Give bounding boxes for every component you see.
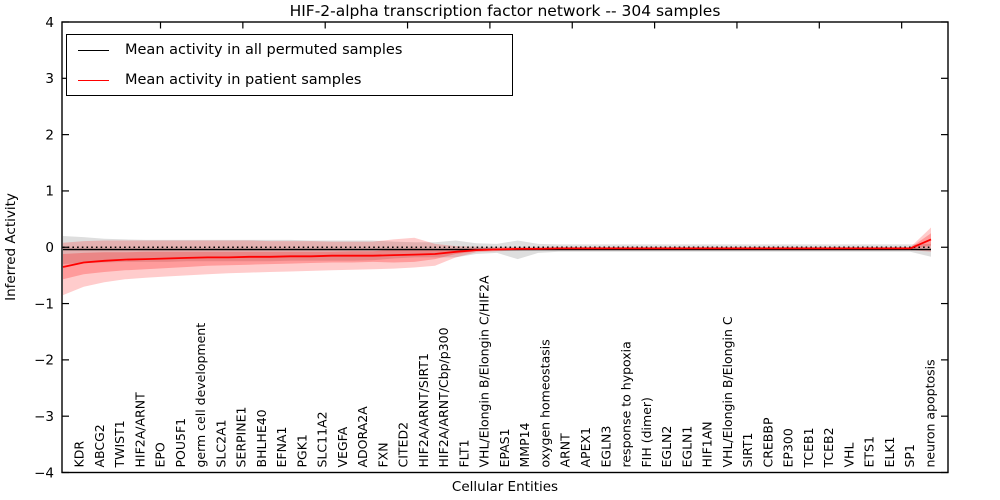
x-tick-label-hif2a-arnt: HIF2A/ARNT (132, 392, 147, 468)
x-tick-label-tceb1: TCEB1 (801, 427, 816, 468)
x-tick-label-response-to-hypoxia: response to hypoxia (619, 341, 634, 467)
x-tick-label-arnt: ARNT (558, 433, 573, 468)
x-tick-label-abcg2: ABCG2 (92, 424, 107, 467)
legend: Mean activity in all permuted samples Me… (66, 34, 513, 96)
y-tick-label-4: 4 (45, 15, 54, 31)
x-tick-label-germ-cell-development: germ cell development (193, 323, 208, 468)
x-tick-label-elk1: ELK1 (882, 436, 897, 467)
y-tick-label--3: −3 (34, 409, 54, 425)
x-tick-label-flt1: FLT1 (456, 439, 471, 467)
x-tick-label-hif2a-arnt-sirt1: HIF2A/ARNT/SIRT1 (416, 353, 431, 467)
y-tick-label-0: 0 (45, 240, 54, 256)
y-tick-label--1: −1 (34, 296, 54, 312)
y-tick-label--2: −2 (34, 353, 54, 369)
x-tick-label-sp1: SP1 (902, 444, 917, 467)
y-tick-label-3: 3 (45, 71, 54, 87)
x-tick-label-slc2a1: SLC2A1 (213, 419, 228, 467)
patient-samples-inner-band (63, 233, 931, 280)
x-tick-label-slc11a2: SLC11A2 (315, 411, 330, 467)
patient-mean-line (62, 238, 932, 268)
x-tick-label-fih-dimer-: FIH (dimer) (639, 397, 654, 467)
x-tick-label-twist1: TWIST1 (112, 420, 127, 468)
x-tick-label-crebbp: CREBBP (760, 417, 775, 467)
x-tick-label-vhl-elongin-b-elongin-c-hif2a: VHL/Elongin B/Elongin C/HIF2A (477, 275, 492, 468)
x-tick-label-vhl-elongin-b-elongin-c: VHL/Elongin B/Elongin C (720, 316, 735, 467)
x-tick-label-epo: EPO (153, 442, 168, 467)
legend-label-patient: Mean activity in patient samples (125, 72, 362, 88)
x-tick-label-egln2: EGLN2 (659, 426, 674, 468)
x-tick-label-pgk1: PGK1 (294, 434, 309, 467)
x-tick-label-apex1: APEX1 (578, 427, 593, 468)
patient-samples-outer-band (63, 227, 931, 296)
x-tick-label-neuron-apoptosis: neuron apoptosis (922, 359, 937, 467)
x-tick-label-epas1: EPAS1 (497, 428, 512, 467)
x-tick-label-kdr: KDR (72, 441, 87, 468)
x-tick-label-fxn: FXN (375, 442, 390, 467)
y-tick-label--4: −4 (34, 465, 54, 481)
x-tick-label-oxygen-homeostasis: oxygen homeostasis (537, 339, 552, 467)
x-tick-label-vegfa: VEGFA (335, 426, 350, 467)
x-tick-label-cited2: CITED2 (396, 422, 411, 468)
x-tick-label-vhl: VHL (841, 443, 856, 468)
x-tick-label-ep300: EP300 (781, 428, 796, 467)
legend-entry-permuted: Mean activity in all permuted samples (67, 35, 512, 65)
x-tick-label-bhlhe40: BHLHE40 (254, 409, 269, 467)
x-tick-label-efna1: EFNA1 (274, 427, 289, 468)
x-tick-label-serpine1: SERPINE1 (234, 407, 249, 468)
legend-label-permuted: Mean activity in all permuted samples (125, 42, 403, 58)
x-tick-label-hif1an: HIF1AN (700, 421, 715, 467)
x-tick-label-mmp14: MMP14 (517, 422, 532, 467)
x-tick-label-egln1: EGLN1 (679, 426, 694, 468)
legend-black-line-swatch (78, 49, 109, 51)
y-tick-label-1: 1 (45, 184, 54, 200)
x-tick-label-egln3: EGLN3 (598, 426, 613, 468)
x-tick-label-pou5f1: POU5F1 (173, 418, 188, 468)
x-tick-label-adora2a: ADORA2A (355, 406, 370, 468)
x-tick-label-sirt1: SIRT1 (740, 433, 755, 468)
x-tick-label-tceb2: TCEB2 (821, 427, 836, 468)
chart-title: HIF-2-alpha transcription factor network… (289, 2, 721, 20)
x-tick-label-ets1: ETS1 (862, 436, 877, 467)
x-tick-label-hif2a-arnt-cbp-p300: HIF2A/ARNT/Cbp/p300 (436, 327, 451, 467)
legend-red-line-swatch (78, 79, 109, 81)
y-tick-label-2: 2 (45, 127, 54, 143)
legend-entry-patient: Mean activity in patient samples (67, 65, 512, 95)
x-axis-title: Cellular Entities (451, 479, 559, 495)
